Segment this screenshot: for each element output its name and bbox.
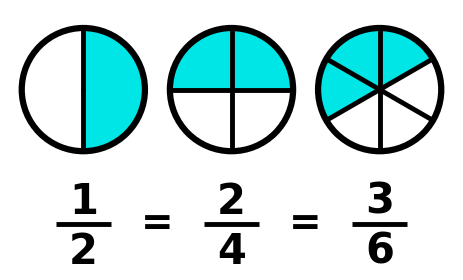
Text: 2: 2	[217, 181, 246, 223]
Text: 1: 1	[69, 181, 98, 223]
Text: 4: 4	[217, 231, 246, 273]
Polygon shape	[326, 90, 380, 151]
Polygon shape	[83, 28, 145, 151]
Polygon shape	[170, 28, 232, 90]
Text: =: =	[141, 205, 174, 243]
Text: 3: 3	[365, 181, 394, 223]
Text: 2: 2	[69, 231, 98, 273]
Polygon shape	[318, 59, 380, 120]
Polygon shape	[326, 28, 380, 90]
Text: =: =	[289, 205, 322, 243]
Text: 6: 6	[365, 231, 394, 273]
Polygon shape	[232, 28, 293, 90]
Polygon shape	[22, 28, 83, 151]
Polygon shape	[232, 90, 293, 151]
Polygon shape	[380, 59, 441, 120]
Polygon shape	[380, 28, 433, 90]
Polygon shape	[380, 90, 433, 151]
Polygon shape	[170, 90, 232, 151]
